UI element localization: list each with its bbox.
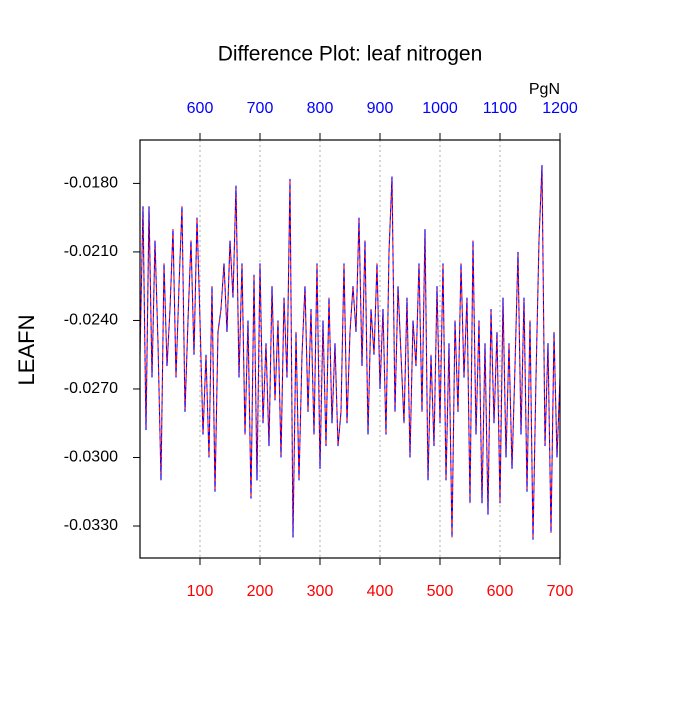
x-tick-label: 200: [247, 583, 274, 600]
x-tick-label: 600: [487, 583, 514, 600]
x-tick-label: 700: [547, 583, 574, 600]
y-tick-label: -0.0180: [64, 175, 118, 192]
y-tick-label: -0.0210: [64, 243, 118, 260]
x-tick-label: 300: [307, 583, 334, 600]
x2-tick-label: 600: [187, 100, 214, 117]
x2-tick-label: 800: [307, 100, 334, 117]
plot-frame: [139, 139, 561, 559]
chart-title: Difference Plot: leaf nitrogen: [218, 43, 483, 66]
y-tick-label: -0.0300: [64, 449, 118, 466]
x-tick-label: 500: [427, 583, 454, 600]
x-tick-label: 100: [187, 583, 214, 600]
x2-tick-label: 1200: [542, 100, 578, 117]
x2-axis-label: PgN: [529, 81, 560, 98]
y-tick-label: -0.0270: [64, 380, 118, 397]
data-line: [139, 165, 561, 540]
y-axis-label: LEAFN: [14, 315, 39, 386]
x2-tick-label: 1100: [483, 100, 518, 117]
x2-tick-label: 900: [367, 100, 394, 117]
x2-tick-label: 700: [247, 100, 274, 117]
y-tick-label: -0.0240: [64, 312, 118, 329]
data-line: [139, 165, 561, 540]
y-tick-label: -0.0330: [64, 517, 118, 534]
x-tick-label: 400: [367, 583, 394, 600]
x2-tick-label: 1000: [422, 100, 458, 117]
